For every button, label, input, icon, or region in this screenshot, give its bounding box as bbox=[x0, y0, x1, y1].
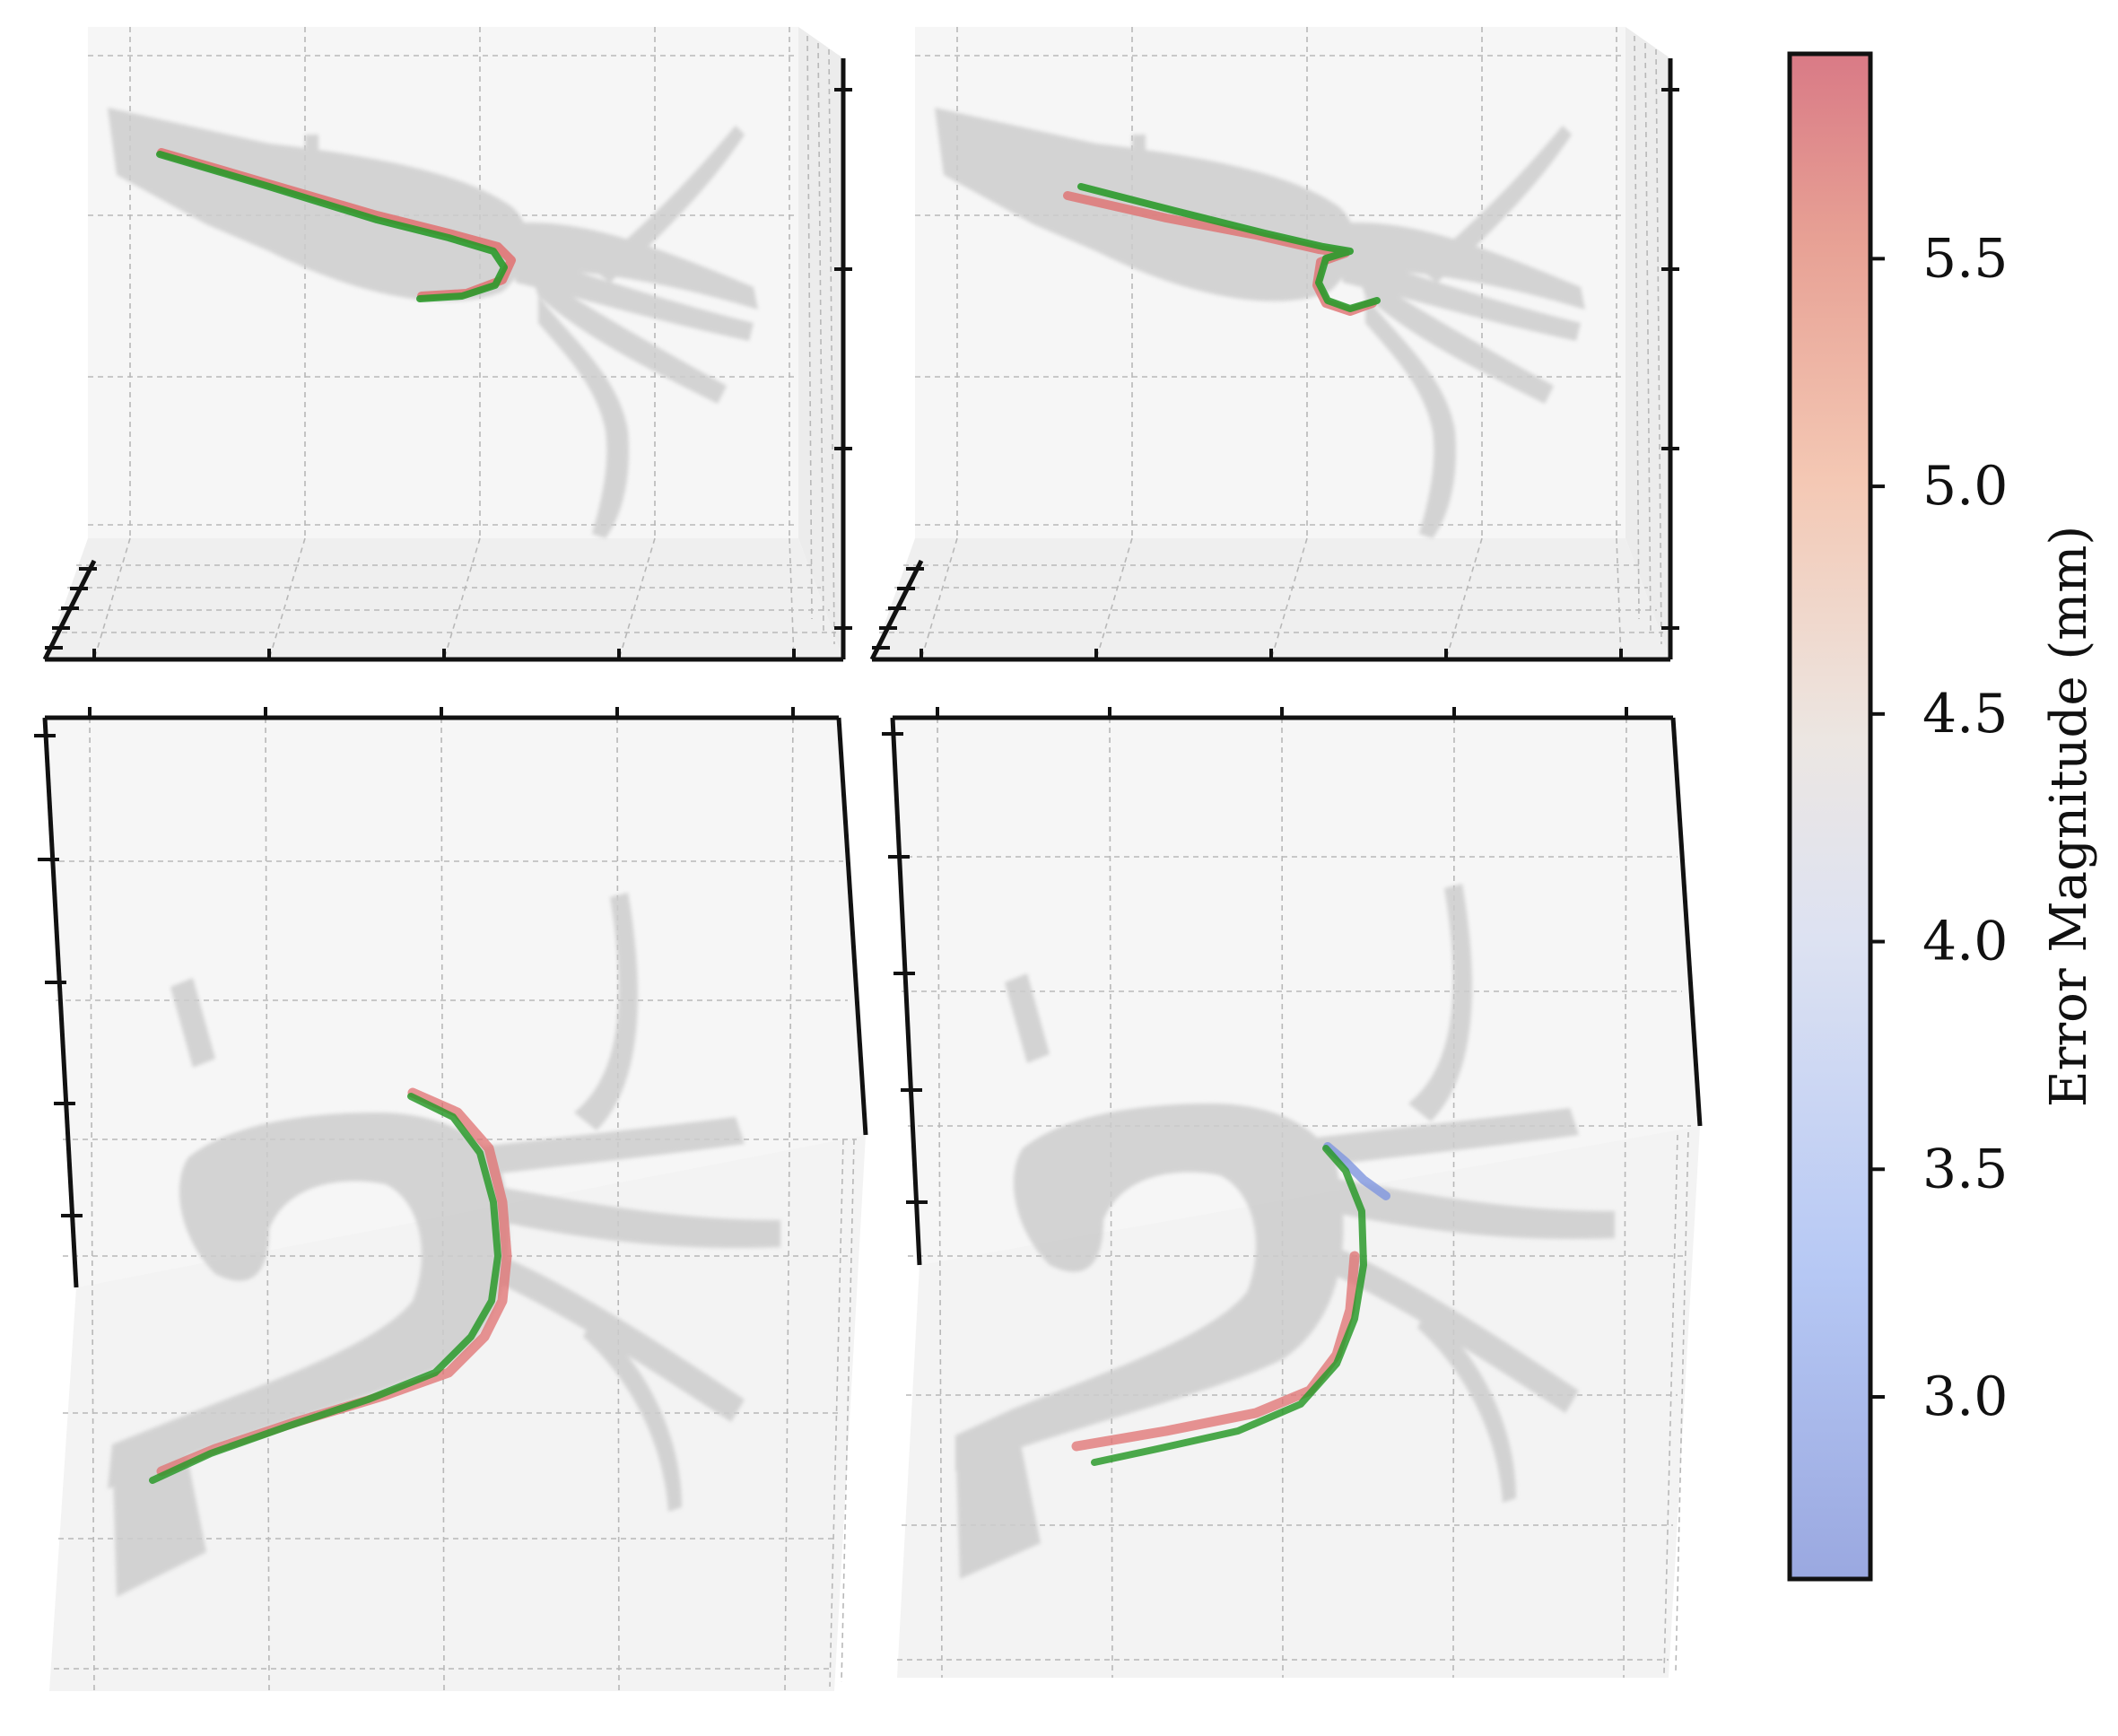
predicted-trajectory-distal bbox=[1323, 1142, 1390, 1200]
colorbar-label: Error Magnitude (mm) bbox=[2040, 526, 2098, 1108]
colorbar-gradient bbox=[1787, 51, 1873, 1582]
axis-ticks bbox=[45, 88, 852, 659]
pane-floor bbox=[45, 538, 843, 659]
colorbar-tick-label: 4.0 bbox=[1922, 911, 2008, 973]
colorbar-tick-label: 3.0 bbox=[1922, 1365, 2008, 1428]
ground-truth-trajectory bbox=[1091, 1145, 1367, 1466]
ground-truth-trajectory bbox=[149, 1093, 501, 1484]
colorbar-ticks: 3.0 3.5 4.0 4.5 5.0 5.5 bbox=[1870, 227, 2008, 1428]
axis-ticks bbox=[872, 88, 1679, 659]
ground-truth-trajectory bbox=[1077, 183, 1381, 312]
panel-top-right bbox=[869, 27, 1679, 662]
colorbar-tick-label: 5.0 bbox=[1922, 455, 2008, 518]
axis-ticks bbox=[882, 707, 1628, 1204]
colorbar: 3.0 3.5 4.0 4.5 5.0 5.5 Error Magnitude (mm) bbox=[1787, 51, 2098, 1582]
panel-bottom-left bbox=[34, 707, 868, 1692]
panel-bottom-right bbox=[882, 707, 1703, 1679]
gridlines bbox=[52, 27, 836, 660]
panel-top-left bbox=[42, 27, 852, 662]
colorbar-tick-label: 3.5 bbox=[1922, 1138, 2008, 1200]
vessel-mesh bbox=[955, 884, 1615, 1579]
ground-truth-trajectory bbox=[156, 151, 508, 302]
pane-floor bbox=[872, 538, 1670, 659]
vessel-mesh bbox=[108, 108, 758, 538]
colorbar-tick-label: 4.5 bbox=[1922, 683, 2008, 746]
axis-ticks bbox=[34, 707, 795, 1217]
colorbar-tick-label: 5.5 bbox=[1922, 227, 2008, 290]
